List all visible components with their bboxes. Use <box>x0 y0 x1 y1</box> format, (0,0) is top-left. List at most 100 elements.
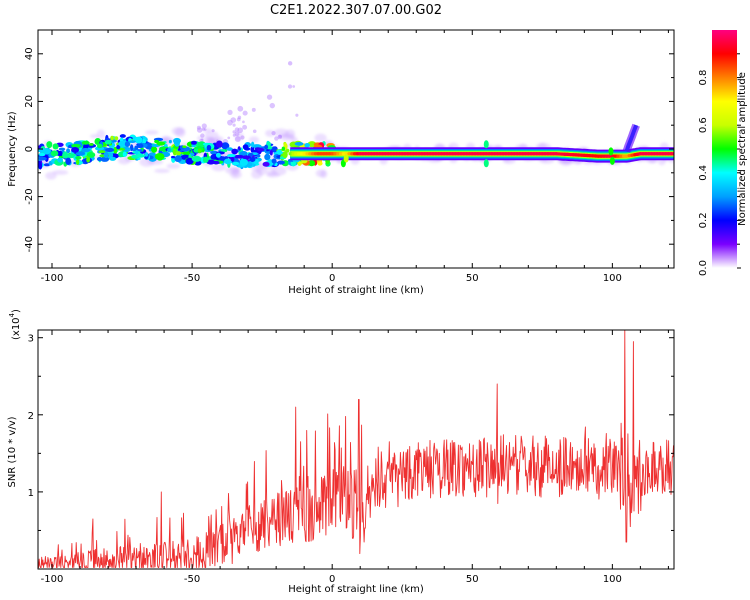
heatmap-cell <box>320 169 328 179</box>
heatmap-cell <box>250 141 255 148</box>
heatmap-cell <box>234 154 245 159</box>
heatmap-cell <box>234 136 241 143</box>
heatmap-cell <box>271 131 276 136</box>
spectrogram-ticks: -100 -50 0 50 100 -40 -20 0 20 40 <box>24 29 674 284</box>
heatmap-cell <box>163 144 168 147</box>
heatmap-cell <box>257 148 265 152</box>
heatmap-cell <box>234 131 244 142</box>
heatmap-cell <box>234 127 240 132</box>
heatmap-cell <box>314 133 327 143</box>
heatmap-cell <box>223 158 233 165</box>
x-tick-label: 0 <box>329 574 335 585</box>
heatmap-cell <box>58 147 66 151</box>
heatmap-cell <box>201 128 213 133</box>
heatmap-cell <box>231 148 238 155</box>
heatmap-cell <box>252 129 257 134</box>
heatmap-cell <box>292 85 296 88</box>
heatmap-cell <box>159 147 164 151</box>
svg-text:(x104): (x104) <box>8 309 22 340</box>
heatmap-cell <box>71 143 81 148</box>
heatmap-cell <box>206 144 212 151</box>
heatmap-cell <box>483 140 489 149</box>
heatmap-cell <box>281 146 286 151</box>
heatmap-cell <box>43 163 51 167</box>
heatmap-cell <box>304 142 311 148</box>
colorbar-ticks: 0.0 0.2 0.4 0.6 0.8 <box>698 53 741 276</box>
heatmap-cell <box>240 135 245 140</box>
heatmap-cell <box>96 157 103 162</box>
heatmap-cell <box>242 124 248 130</box>
heatmap-cell <box>191 155 202 162</box>
snr-multiplier-close: ) <box>11 309 22 313</box>
spectrogram-plot-area <box>38 61 674 180</box>
snr-xlabel: Height of straight line (km) <box>288 584 424 595</box>
heatmap-cell <box>119 134 126 138</box>
heatmap-cell <box>242 110 248 116</box>
heatmap-cell <box>96 143 103 149</box>
heatmap-cell <box>278 134 282 139</box>
heatmap-cell <box>81 148 91 153</box>
heatmap-cell <box>203 128 207 131</box>
heatmap-cell <box>100 156 110 162</box>
heatmap-cell <box>227 119 233 126</box>
heatmap-cell <box>122 151 127 157</box>
heatmap-cell <box>277 160 285 165</box>
snr-multiplier-base: (x10 <box>11 317 22 340</box>
x-tick-label: -50 <box>184 273 200 284</box>
heatmap-cell <box>124 141 131 147</box>
heatmap-cell <box>197 135 205 141</box>
heatmap-cell <box>273 128 289 138</box>
heatmap-cell <box>156 141 166 146</box>
heatmap-cell <box>144 130 159 135</box>
x-tick-label: -100 <box>41 574 64 585</box>
heatmap-cell <box>271 158 277 164</box>
heatmap-cell <box>265 129 275 137</box>
heatmap-cell <box>287 61 293 66</box>
heatmap-cell <box>242 120 245 124</box>
heatmap-cell <box>317 161 323 166</box>
heatmap-cell <box>202 156 209 163</box>
heatmap-cell <box>266 94 273 100</box>
x-tick-label: 50 <box>466 273 479 284</box>
heatmap-cell <box>269 102 276 109</box>
heatmap-cell <box>210 150 218 155</box>
heatmap-cell <box>109 156 117 161</box>
x-tick-label: 0 <box>329 273 335 284</box>
heatmap-cell <box>38 160 42 168</box>
heatmap-cell <box>168 139 172 144</box>
heatmap-cell <box>251 144 262 149</box>
heatmap-cell <box>294 141 304 146</box>
heatmap-cell <box>237 115 242 120</box>
heatmap-cell <box>609 156 615 165</box>
heatmap-cell <box>98 150 106 154</box>
heatmap-cell <box>135 149 139 156</box>
heatmap-cell <box>172 137 181 144</box>
heatmap-cell <box>75 151 86 156</box>
heatmap-cell <box>144 152 149 157</box>
heatmap-cell <box>211 163 227 172</box>
heatmap-cell <box>154 153 165 161</box>
heatmap-cell <box>52 170 69 175</box>
heatmap-cell <box>230 156 235 162</box>
colorbar-tick-label: 0.6 <box>698 117 709 133</box>
y-tick-label: 2 <box>28 411 34 422</box>
heatmap-cell <box>227 109 233 116</box>
x-tick-label: 50 <box>466 574 479 585</box>
snr-frame <box>37 329 675 570</box>
heatmap-cell <box>154 168 170 174</box>
heatmap-cell <box>226 147 233 151</box>
heatmap-cell <box>231 161 240 166</box>
heatmap-cell <box>75 155 82 160</box>
heatmap-cell <box>215 152 221 158</box>
heatmap-cell <box>232 123 236 127</box>
heatmap-cell <box>200 133 205 138</box>
heatmap-cell <box>110 135 114 141</box>
colorbar: 0.0 0.2 0.4 0.6 0.8 Normalized spectral ampl… <box>698 30 748 276</box>
spectrogram-noisy-band <box>38 134 337 170</box>
heatmap-cell <box>191 144 196 148</box>
heatmap-cell <box>256 154 261 158</box>
snr-ticks: -100 -50 0 50 100 1 2 3 <box>28 330 674 585</box>
heatmap-cell <box>136 143 144 149</box>
snr-panel: -100 -50 0 50 100 1 2 3 Height of straight line… <box>7 309 675 595</box>
heatmap-cell <box>171 127 185 136</box>
